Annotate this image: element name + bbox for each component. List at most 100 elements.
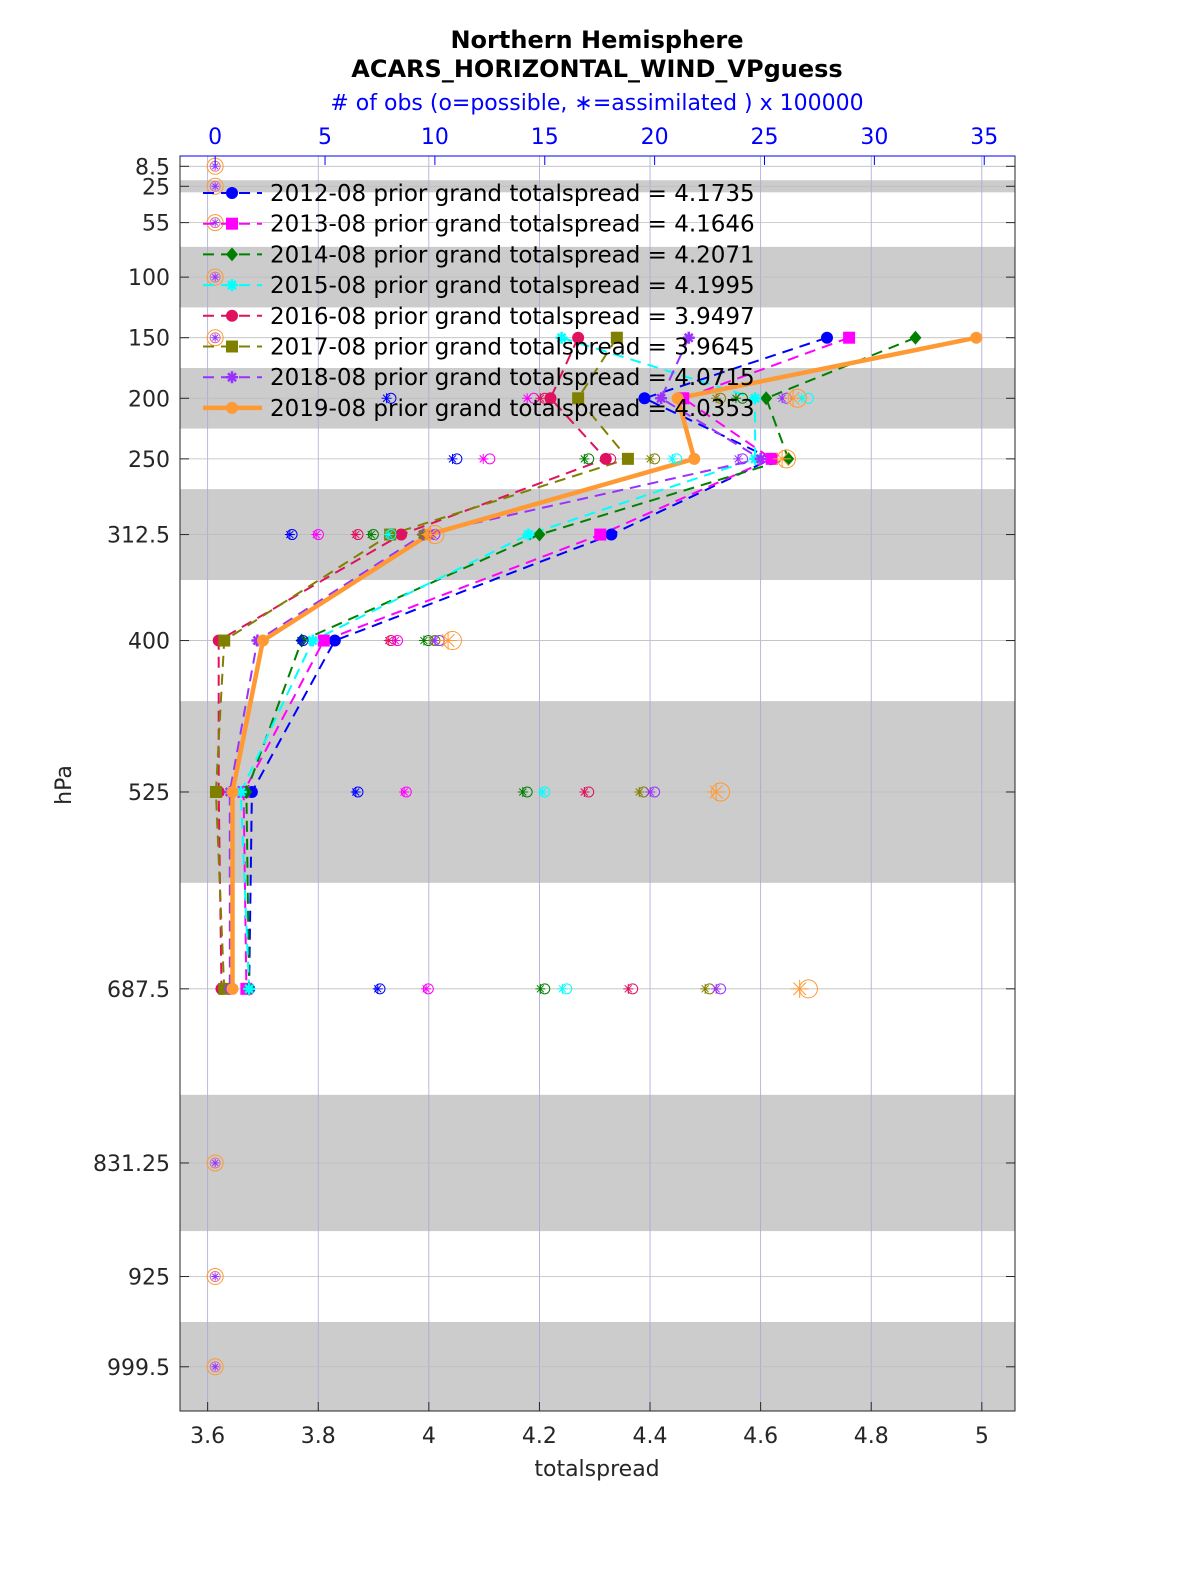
x-tick-label: 4.6 — [743, 1424, 778, 1449]
obs-assimilated-marker — [537, 786, 548, 797]
data-point — [328, 634, 341, 647]
obs-zero-marker — [211, 1362, 220, 1371]
obs-assimilated-marker — [634, 786, 645, 797]
data-point — [306, 634, 319, 647]
obs-assimilated-marker — [350, 786, 361, 797]
obs-assimilated-marker — [700, 983, 711, 994]
obs-assimilated-marker — [790, 979, 809, 998]
obs-zero-marker — [206, 1268, 224, 1286]
data-point — [256, 634, 269, 647]
obs-assimilated-marker — [579, 786, 590, 797]
data-point — [621, 452, 634, 465]
obs-assimilated-marker — [478, 453, 489, 464]
chart-title: Northern Hemisphere — [450, 26, 743, 54]
obs-zero-marker — [206, 1154, 224, 1172]
y-tick-label: 831.25 — [93, 1152, 170, 1177]
legend-label: 2019-08 prior grand totalspread = 4.0353 — [270, 396, 755, 422]
y-tick-label: 55 — [142, 212, 170, 237]
series-line — [217, 337, 607, 989]
x-tick-label: 3.6 — [190, 1424, 225, 1449]
legend-marker — [226, 279, 238, 292]
legend-label: 2013-08 prior grand totalspread = 4.1646 — [270, 212, 755, 238]
x-tick-label: 4.8 — [854, 1424, 889, 1449]
obs-assimilated-marker — [601, 453, 612, 464]
obs-assimilated-marker — [535, 393, 546, 404]
obs-zero-marker — [206, 329, 224, 347]
y-tick-label: 925 — [128, 1266, 170, 1291]
obs-assimilated-marker — [399, 786, 410, 797]
obs-zero-marker — [209, 217, 221, 229]
obs-zero-marker — [206, 177, 224, 195]
obs-assimilated-marker — [773, 449, 792, 468]
obs-assimilated-marker — [730, 393, 741, 404]
obs-zero-marker — [209, 1361, 221, 1373]
obs-zero-marker — [209, 1157, 221, 1169]
obs-assimilated-marker — [645, 786, 656, 797]
series-line — [242, 336, 850, 989]
obs-assimilated-marker — [535, 983, 546, 994]
obs-count-markers — [206, 157, 818, 1376]
data-point — [843, 331, 856, 344]
top-axis-label: # of obs (o=possible, ∗=assimilated ) x … — [330, 91, 863, 116]
y-tick-label: 100 — [128, 266, 170, 291]
x-tick-label: 5 — [975, 1424, 989, 1449]
obs-assimilated-marker — [707, 782, 726, 801]
legend-marker — [226, 247, 238, 262]
obs-assimilated-marker — [284, 529, 295, 540]
data-point — [555, 331, 568, 344]
legend-label: 2015-08 prior grand totalspread = 4.1995 — [270, 273, 755, 299]
data-point — [610, 331, 623, 344]
series-markers — [209, 330, 983, 996]
x-tick-label: 3.8 — [301, 1424, 336, 1449]
obs-zero-marker — [206, 268, 224, 286]
obs-assimilated-marker — [311, 529, 322, 540]
data-point — [572, 331, 585, 344]
obs-zero-marker — [211, 333, 220, 342]
obs-zero-marker — [211, 218, 220, 227]
obs-assimilated-marker — [390, 635, 401, 646]
data-point — [760, 391, 773, 406]
obs-assimilated-marker — [418, 635, 429, 646]
obs-assimilated-marker — [517, 786, 528, 797]
data-point — [234, 785, 247, 798]
data-point — [671, 392, 684, 405]
top-tick-label: 30 — [860, 125, 888, 150]
data-point — [572, 392, 585, 405]
obs-assimilated-marker — [557, 983, 568, 994]
top-tick-label: 10 — [421, 125, 449, 150]
obs-assimilated-marker — [439, 631, 458, 650]
y-tick-label: 525 — [128, 781, 170, 806]
data-point — [749, 392, 762, 405]
x-tick-label: 4.2 — [522, 1424, 557, 1449]
obs-assimilated-marker — [429, 635, 440, 646]
data-point — [655, 392, 668, 405]
legend-label: 2018-08 prior grand totalspread = 4.0715 — [270, 365, 755, 391]
legend-label: 2016-08 prior grand totalspread = 3.9497 — [270, 304, 755, 330]
top-tick-label: 35 — [970, 125, 998, 150]
obs-zero-marker — [209, 1271, 221, 1283]
series-line — [230, 335, 977, 989]
legend: 2012-08 prior grand totalspread = 4.1735… — [203, 181, 755, 422]
data-point — [765, 452, 778, 465]
obs-assimilated-marker — [667, 453, 678, 464]
data-point — [395, 528, 408, 541]
series-lines — [214, 335, 977, 989]
y-tick-label: 687.5 — [107, 978, 170, 1003]
series-line — [214, 337, 629, 989]
data-point — [522, 528, 535, 541]
obs-zero-marker — [211, 273, 220, 282]
obs-zero-marker — [211, 1272, 220, 1281]
y-tick-label: 200 — [128, 387, 170, 412]
top-tick-label: 0 — [208, 125, 222, 150]
obs-assimilated-marker — [383, 635, 394, 646]
obs-assimilated-marker — [733, 453, 744, 464]
obs-assimilated-marker — [366, 529, 377, 540]
grid-lines — [180, 156, 1015, 1411]
obs-zero-marker — [209, 271, 221, 283]
data-point — [688, 452, 701, 465]
y-tick-label: 8.5 — [135, 155, 170, 180]
top-tick-label: 25 — [751, 125, 779, 150]
data-point — [820, 331, 833, 344]
data-point — [533, 527, 546, 542]
series-line — [245, 336, 916, 989]
